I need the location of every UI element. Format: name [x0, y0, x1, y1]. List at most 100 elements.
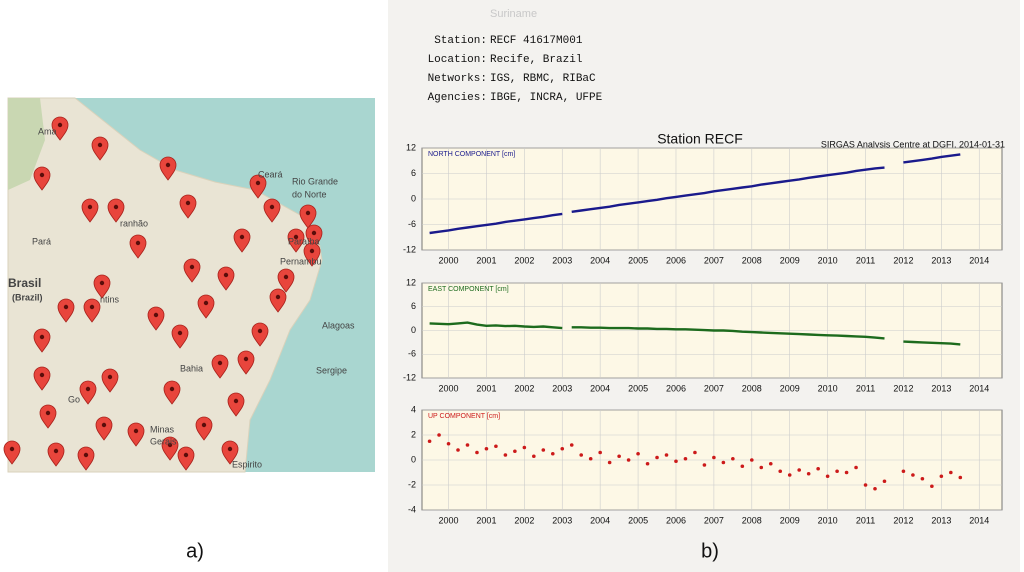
point — [485, 447, 489, 451]
point — [494, 444, 498, 448]
map-pin-dot — [108, 375, 112, 379]
x-tick-label: 2014 — [969, 515, 989, 525]
point — [854, 466, 858, 470]
point — [816, 467, 820, 471]
x-tick-label: 2011 — [856, 515, 875, 525]
x-tick-label: 2007 — [704, 255, 724, 265]
map-pin-dot — [84, 453, 88, 457]
point — [608, 461, 612, 465]
map-label: Minas — [150, 424, 175, 434]
map-pin-dot — [306, 211, 310, 215]
background-label: Suriname — [490, 8, 537, 20]
x-tick-label: 2008 — [742, 383, 762, 393]
map-pin-dot — [46, 411, 50, 415]
x-tick-label: 2012 — [893, 255, 913, 265]
map-pin-dot — [86, 387, 90, 391]
info-value: IGS, RBMC, RIBaC — [490, 73, 596, 85]
point — [759, 466, 763, 470]
point — [551, 452, 555, 456]
point — [532, 454, 536, 458]
map-label: Brasil — [8, 276, 41, 290]
map-pin-dot — [136, 241, 140, 245]
map-pin-dot — [228, 447, 232, 451]
point — [835, 469, 839, 473]
x-tick-label: 2005 — [628, 515, 648, 525]
point — [598, 451, 602, 455]
map-label: Ceará — [258, 169, 283, 179]
map-pin-dot — [134, 429, 138, 433]
y-tick-label: -6 — [408, 219, 416, 229]
map-label: (Brazil) — [12, 292, 43, 302]
map-label: Rio Grande — [292, 176, 338, 186]
point — [617, 454, 621, 458]
component-label: NORTH COMPONENT [cm] — [428, 151, 515, 158]
x-tick-label: 2013 — [931, 255, 951, 265]
info-value: RECF 41617M001 — [490, 35, 583, 47]
point — [722, 461, 726, 465]
y-tick-label: -6 — [408, 349, 416, 359]
x-tick-label: 2005 — [628, 383, 648, 393]
x-tick-label: 2004 — [590, 383, 610, 393]
point — [428, 439, 432, 443]
map-pin-dot — [276, 295, 280, 299]
point — [447, 442, 451, 446]
point — [542, 448, 546, 452]
y-tick-label: -12 — [403, 372, 416, 382]
point — [589, 457, 593, 461]
x-tick-label: 2005 — [628, 255, 648, 265]
map-pin-dot — [40, 335, 44, 339]
map-pin-dot — [270, 205, 274, 209]
x-tick-label: 2010 — [818, 515, 838, 525]
map-pin-dot — [218, 361, 222, 365]
y-tick-label: 0 — [411, 454, 416, 464]
figure: Suriname Station RECF SIRGAS Analysis Ce… — [0, 0, 1024, 572]
map-pin-dot — [88, 205, 92, 209]
map-label: Ama — [38, 126, 57, 136]
x-tick-label: 2001 — [476, 255, 496, 265]
map-label: Espirito — [232, 459, 262, 469]
info-value: IBGE, INCRA, UFPE — [490, 92, 603, 104]
point — [883, 479, 887, 483]
map-pin-dot — [102, 423, 106, 427]
x-tick-label: 2002 — [514, 515, 534, 525]
x-tick-label: 2003 — [552, 255, 572, 265]
x-tick-label: 2013 — [931, 515, 951, 525]
map-pin-dot — [284, 275, 288, 279]
map-pin-dot — [64, 305, 68, 309]
x-tick-label: 2006 — [666, 383, 686, 393]
y-tick-label: 0 — [411, 325, 416, 335]
map-label: Gerais — [150, 436, 177, 446]
point — [778, 469, 782, 473]
map-pin-dot — [244, 357, 248, 361]
map-pin-dot — [10, 447, 14, 451]
map-label: Pará — [32, 236, 51, 246]
y-tick-label: 6 — [411, 301, 416, 311]
x-tick-label: 2011 — [856, 383, 875, 393]
point — [646, 462, 650, 466]
point — [456, 448, 460, 452]
x-tick-label: 2009 — [780, 515, 800, 525]
y-tick-label: 6 — [411, 168, 416, 178]
point — [703, 463, 707, 467]
map-pin-dot — [178, 331, 182, 335]
x-tick-label: 2012 — [893, 383, 913, 393]
x-tick-label: 2008 — [742, 255, 762, 265]
caption: b) — [701, 540, 719, 562]
y-tick-label: 4 — [411, 404, 416, 414]
x-tick-label: 2007 — [704, 383, 724, 393]
component-label: UP COMPONENT [cm] — [428, 413, 500, 420]
map-pin-dot — [40, 173, 44, 177]
map-label: Pernambu — [280, 256, 322, 266]
map-pin-dot — [40, 373, 44, 377]
map-label: Bahia — [180, 363, 203, 373]
point — [579, 453, 583, 457]
map-pin-dot — [186, 201, 190, 205]
x-tick-label: 2010 — [818, 255, 838, 265]
point — [636, 452, 640, 456]
map-pin-dot — [256, 181, 260, 185]
map-label: Go — [68, 394, 80, 404]
point — [655, 456, 659, 460]
x-tick-label: 2003 — [552, 515, 572, 525]
x-tick-label: 2001 — [476, 383, 496, 393]
point — [684, 457, 688, 461]
